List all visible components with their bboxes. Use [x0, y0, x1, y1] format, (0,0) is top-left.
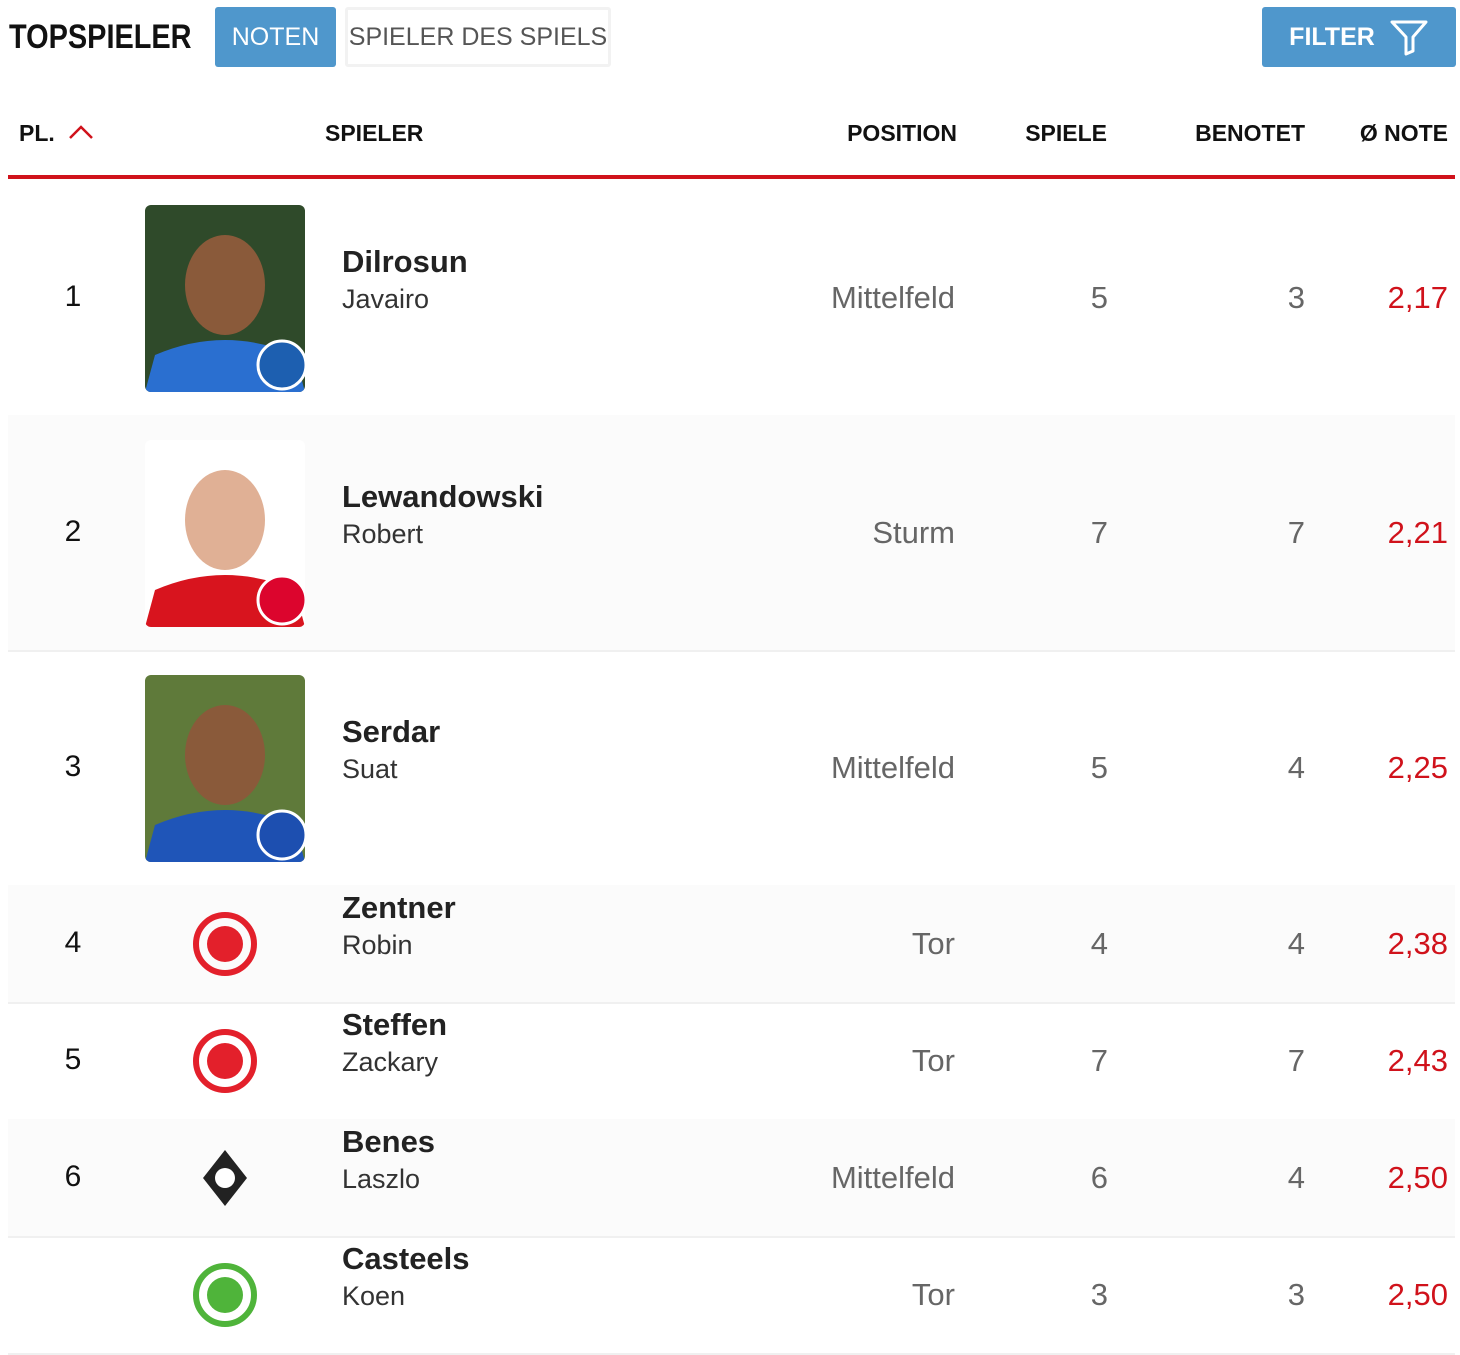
player-photo[interactable]	[145, 439, 305, 627]
column-rank[interactable]: PL.	[19, 120, 95, 147]
player-last-name[interactable]: Benes	[342, 1123, 436, 1159]
position: Tor	[911, 1042, 955, 1078]
club-logo-icon	[193, 1262, 257, 1327]
rated: 4	[1287, 1159, 1305, 1195]
table-row[interactable]: 1 Dilrosun Javairo Mittelfeld 5 3 2,17	[8, 180, 1455, 417]
tab-spieler-des-spiels[interactable]: SPIELER DES SPIELS	[345, 7, 611, 67]
page-title: TOPSPIELER	[9, 18, 192, 56]
column-avg[interactable]: Ø NOTE	[1359, 120, 1448, 146]
games: 6	[1090, 1159, 1108, 1195]
position: Mittelfeld	[830, 279, 955, 315]
position: Mittelfeld	[830, 1159, 955, 1195]
avg-grade: 2,17	[1387, 279, 1448, 315]
player-photo[interactable]	[145, 674, 305, 862]
table-row[interactable]: 6 Benes Laszlo Mittelfeld 6 4 2,50	[8, 1119, 1455, 1238]
position: Mittelfeld	[830, 749, 955, 785]
player-first-name: Zackary	[342, 1046, 439, 1077]
rank: 3	[64, 749, 82, 783]
club-logo-icon	[203, 1149, 247, 1206]
position: Tor	[911, 1276, 955, 1312]
player-first-name: Koen	[342, 1280, 406, 1311]
rank: 2	[64, 514, 82, 548]
player-first-name: Suat	[342, 753, 398, 784]
chevron-up-icon	[69, 125, 94, 139]
avg-grade: 2,50	[1387, 1159, 1448, 1195]
player-last-name[interactable]: Dilrosun	[342, 243, 468, 279]
rank: 6	[64, 1159, 82, 1193]
player-photo[interactable]	[145, 204, 305, 392]
column-player[interactable]: SPIELER	[325, 120, 424, 146]
rated: 3	[1287, 279, 1305, 315]
rank: 5	[64, 1042, 82, 1076]
table-row[interactable]: 4 Zentner Robin Tor 4 4 2,38	[8, 885, 1455, 1004]
avg-grade: 2,21	[1387, 514, 1448, 550]
funnel-icon	[1390, 20, 1428, 56]
player-last-name[interactable]: Casteels	[342, 1240, 470, 1276]
games: 5	[1090, 749, 1108, 785]
player-first-name: Laszlo	[342, 1163, 421, 1194]
games: 5	[1090, 279, 1108, 315]
games: 3	[1090, 1276, 1108, 1312]
club-logo-icon	[193, 1028, 257, 1093]
rank: 1	[64, 279, 82, 313]
player-last-name[interactable]: Lewandowski	[342, 478, 544, 514]
filter-button[interactable]: FILTER	[1262, 7, 1456, 67]
position: Tor	[911, 925, 955, 961]
header-divider	[8, 175, 1455, 179]
column-games[interactable]: SPIELE	[1025, 120, 1107, 146]
rated: 7	[1287, 1042, 1305, 1078]
avg-grade: 2,25	[1387, 749, 1448, 785]
club-logo-icon	[193, 911, 257, 976]
table-row[interactable]: 3 Serdar Suat Mittelfeld 5 4 2,25	[8, 650, 1455, 887]
column-rank-label: PL.	[19, 120, 55, 146]
position: Sturm	[872, 514, 955, 550]
top-bar: TOPSPIELER NOTEN SPIELER DES SPIELS FILT…	[0, 0, 1460, 80]
player-first-name: Robin	[342, 929, 413, 960]
player-last-name[interactable]: Steffen	[342, 1006, 448, 1042]
table-row[interactable]: 2 Lewandowski Robert Sturm 7 7 2,21	[8, 415, 1455, 652]
filter-label: FILTER	[1289, 22, 1375, 51]
player-first-name: Javairo	[342, 283, 430, 314]
rated: 4	[1287, 925, 1305, 961]
games: 7	[1090, 1042, 1108, 1078]
table-row[interactable]: Casteels Koen Tor 3 3 2,50	[8, 1236, 1455, 1355]
player-last-name[interactable]: Serdar	[342, 713, 441, 749]
avg-grade: 2,38	[1387, 925, 1448, 961]
rank: 4	[64, 925, 82, 959]
column-position[interactable]: POSITION	[847, 120, 957, 146]
table-row[interactable]: 5 Steffen Zackary Tor 7 7 2,43	[8, 1002, 1455, 1121]
player-first-name: Robert	[342, 518, 424, 549]
avg-grade: 2,43	[1387, 1042, 1448, 1078]
games: 4	[1090, 925, 1108, 961]
avg-grade: 2,50	[1387, 1276, 1448, 1312]
rated: 4	[1287, 749, 1305, 785]
rated: 7	[1287, 514, 1305, 550]
games: 7	[1090, 514, 1108, 550]
rated: 3	[1287, 1276, 1305, 1312]
tab-noten[interactable]: NOTEN	[215, 7, 336, 67]
column-rated[interactable]: BENOTET	[1195, 120, 1305, 146]
player-last-name[interactable]: Zentner	[342, 889, 456, 925]
